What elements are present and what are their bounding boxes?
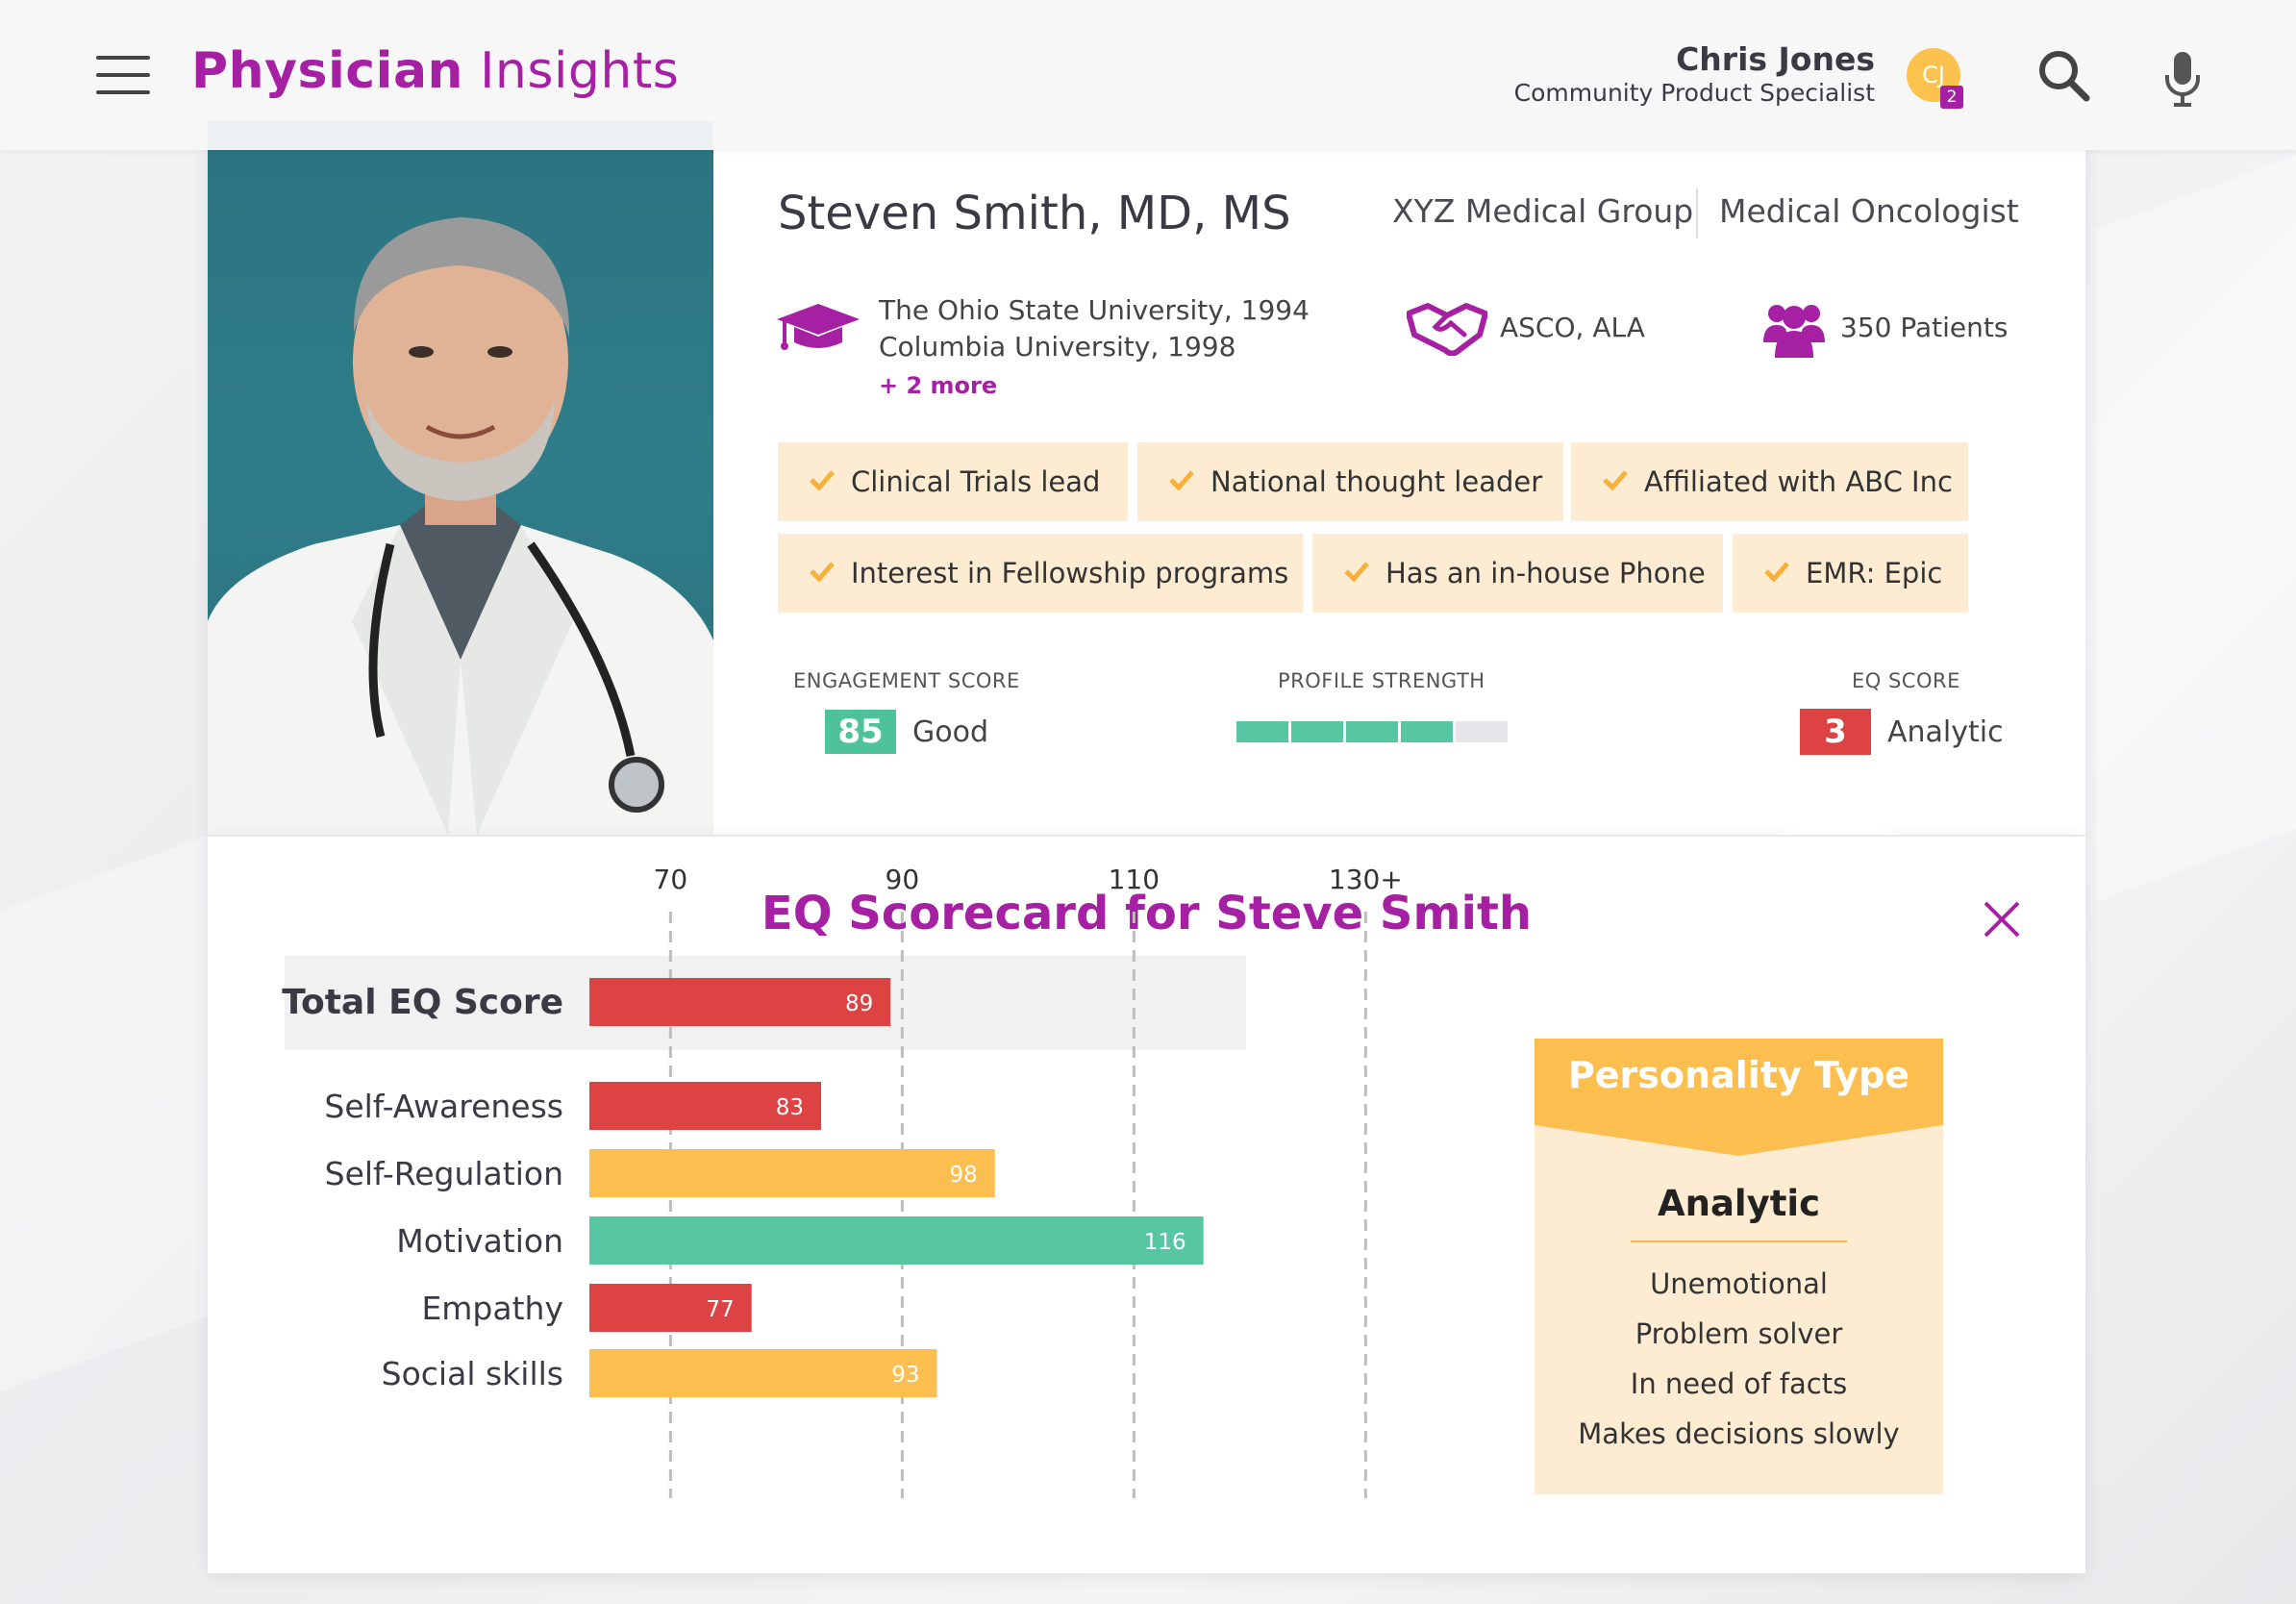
bar-value-label: 98: [949, 1163, 977, 1188]
app-title-primary: Physician: [191, 42, 464, 100]
category-label: Motivation: [396, 1222, 563, 1260]
app-title: Physician Insights: [191, 42, 679, 100]
profile-strength-label: PROFILE STRENGTH: [1278, 669, 1485, 692]
attribute-tag-label: Has an in-house Phone: [1385, 557, 1706, 589]
personality-banner: [1535, 1039, 1943, 1156]
notification-badge: 2: [1940, 86, 1963, 109]
personality-type-name: Analytic: [1657, 1183, 1821, 1224]
engagement-score-badge: 85: [825, 710, 896, 754]
doctor-portrait-illustration: [208, 217, 713, 835]
profile-strength-segment: [1236, 721, 1288, 742]
bar: [589, 978, 891, 1026]
education-entry: The Ohio State University, 1994: [879, 294, 1310, 326]
physician-specialty: Medical Oncologist: [1719, 192, 2019, 230]
x-axis-tick-label: 90: [886, 864, 920, 895]
check-icon: [810, 562, 835, 582]
attribute-tag: Interest in Fellowship programs: [778, 534, 1303, 613]
divider: [1631, 1241, 1847, 1242]
check-icon: [1603, 470, 1628, 490]
attribute-tag: Affiliated with ABC Inc: [1571, 442, 1968, 521]
eq-score-rating: Analytic: [1887, 715, 2004, 749]
bar: [589, 1284, 752, 1332]
attribute-tag-label: Affiliated with ABC Inc: [1644, 465, 1953, 498]
education-more-link[interactable]: + 2 more: [879, 372, 998, 399]
attribute-tag-label: Clinical Trials lead: [851, 465, 1101, 498]
personality-heading: Personality Type: [1567, 1054, 1910, 1096]
app-title-secondary: Insights: [480, 42, 680, 100]
bar-value-label: 116: [1144, 1230, 1186, 1255]
profile-strength-segment: [1346, 721, 1398, 742]
x-axis-tick-label: 70: [654, 864, 688, 895]
x-axis-tick-label: 130+: [1329, 864, 1403, 895]
bar-value-label: 77: [706, 1297, 734, 1322]
header-divider: [1696, 188, 1698, 238]
personality-trait: Unemotional: [1650, 1267, 1828, 1300]
bar-value-label: 83: [776, 1095, 804, 1120]
check-icon: [1169, 470, 1194, 490]
category-label: Social skills: [382, 1355, 563, 1392]
category-label: Empathy: [421, 1290, 563, 1327]
profile-strength-segment: [1291, 721, 1343, 742]
close-icon[interactable]: [1983, 900, 2021, 939]
physician-photo: [208, 121, 713, 835]
professional-associations: ASCO, ALA: [1500, 312, 1645, 343]
handshake-icon: [1407, 303, 1487, 356]
personality-trait: Problem solver: [1635, 1317, 1843, 1350]
physician-organization: XYZ Medical Group: [1392, 192, 1694, 230]
eq-score-label: EQ SCORE: [1852, 669, 1960, 692]
search-icon[interactable]: [2036, 48, 2090, 102]
app-header: Physician Insights Chris Jones Community…: [0, 0, 2296, 150]
category-label: Self-Awareness: [324, 1088, 563, 1125]
eq-bar-chart: 70 90 110 130+ Total EQ Score 89 Self-Awarenes…: [282, 864, 1403, 1498]
background-facet: [2096, 156, 2296, 902]
bar-value-label: 93: [891, 1363, 919, 1388]
physician-name: Steven Smith, MD, MS: [778, 187, 1291, 240]
education-entry: Columbia University, 1998: [879, 331, 1236, 363]
attribute-tag: Has an in-house Phone: [1312, 534, 1723, 613]
user-role: Community Product Specialist: [1513, 79, 1875, 107]
category-label: Self-Regulation: [325, 1155, 563, 1192]
scorecard-pointer: [1781, 804, 1896, 835]
attribute-tag-label: EMR: Epic: [1806, 557, 1943, 589]
physician-profile-card: Steven Smith, MD, MS XYZ Medical Group M…: [208, 121, 2085, 835]
profile-strength-segment: [1456, 721, 1508, 742]
avatar[interactable]: CJ: [1907, 48, 1960, 102]
bar: [589, 1349, 937, 1397]
engagement-score-label: ENGAGEMENT SCORE: [793, 669, 1020, 692]
profile-strength-segment: [1401, 721, 1453, 742]
x-axis-tick-label: 110: [1109, 864, 1160, 895]
check-icon: [1764, 562, 1789, 582]
personality-trait: Makes decisions slowly: [1578, 1417, 1900, 1450]
graduation-cap-icon: [777, 304, 860, 350]
patients-group-icon: [1763, 305, 1825, 358]
scorecard-title: EQ Scorecard for Steve Smith: [761, 887, 1533, 940]
category-label: Total EQ Score: [282, 983, 563, 1022]
engagement-score-rating: Good: [912, 715, 988, 749]
attribute-tag: Clinical Trials lead: [778, 442, 1128, 521]
personality-trait: In need of facts: [1630, 1367, 1848, 1400]
hamburger-menu-icon[interactable]: [96, 56, 150, 94]
check-icon: [810, 470, 835, 490]
bar: [589, 1216, 1204, 1265]
personality-type-panel: Personality Type Analytic Unemotional Pr…: [1535, 1039, 1943, 1494]
attribute-tag-label: National thought leader: [1210, 465, 1543, 498]
check-icon: [1344, 562, 1369, 582]
bar: [589, 1149, 995, 1197]
attribute-tag: National thought leader: [1137, 442, 1563, 521]
microphone-icon[interactable]: [2163, 50, 2202, 108]
attribute-tag-label: Interest in Fellowship programs: [851, 557, 1289, 589]
bar-value-label: 89: [845, 991, 873, 1016]
user-info: Chris Jones Community Product Specialist: [1514, 40, 1875, 108]
eq-scorecard-panel: EQ Scorecard for Steve Smith 70 90 110 130+…: [208, 835, 2085, 1573]
patient-count: 350 Patients: [1840, 312, 2009, 343]
eq-score-badge[interactable]: 3: [1800, 709, 1871, 755]
attribute-tag: EMR: Epic: [1733, 534, 1968, 613]
user-name: Chris Jones: [1676, 40, 1875, 78]
bar: [589, 1082, 821, 1130]
